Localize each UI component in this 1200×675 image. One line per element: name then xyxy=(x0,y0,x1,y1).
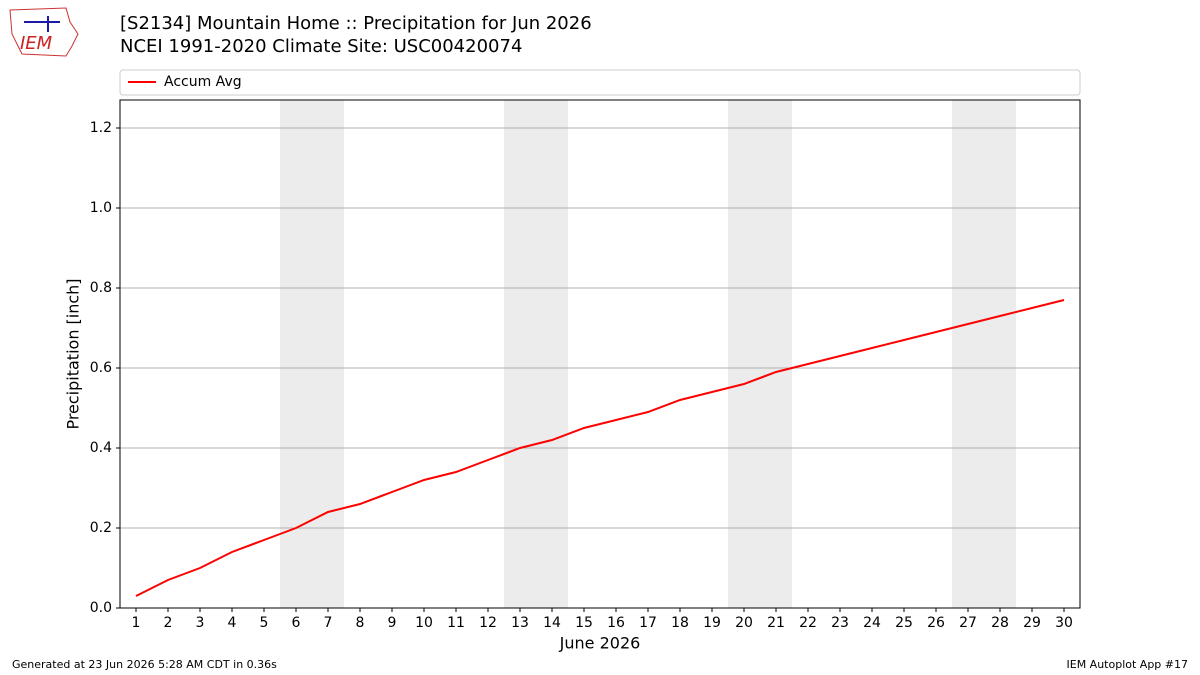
y-tick-label: 0.8 xyxy=(90,280,112,296)
x-tick-label: 4 xyxy=(228,615,237,631)
chart-subtitle: NCEI 1991-2020 Climate Site: USC00420074 xyxy=(120,36,522,57)
y-tick-label: 1.2 xyxy=(90,120,112,136)
x-tick-label: 29 xyxy=(1023,615,1041,631)
y-tick-label: 0.0 xyxy=(90,600,112,616)
x-tick-label: 13 xyxy=(511,615,529,631)
weekend-band xyxy=(504,100,568,608)
logo: IEM xyxy=(9,7,79,57)
x-tick-label: 1 xyxy=(132,615,141,631)
x-tick-label: 10 xyxy=(415,615,433,631)
x-tick-label: 24 xyxy=(863,615,881,631)
x-tick-label: 6 xyxy=(292,615,301,631)
x-tick-label: 3 xyxy=(196,615,205,631)
x-tick-label: 17 xyxy=(639,615,657,631)
x-axis-label: June 2026 xyxy=(559,634,641,653)
x-tick-label: 19 xyxy=(703,615,721,631)
x-tick-label: 21 xyxy=(767,615,785,631)
x-tick-label: 27 xyxy=(959,615,977,631)
legend: Accum Avg xyxy=(119,69,1081,96)
x-tick-label: 16 xyxy=(607,615,625,631)
x-tick-label: 28 xyxy=(991,615,1009,631)
x-tick-label: 18 xyxy=(671,615,689,631)
y-tick-label: 0.4 xyxy=(90,440,112,456)
y-axis-label: Precipitation [inch] xyxy=(64,278,83,429)
weekend-band xyxy=(280,100,344,608)
x-tick-label: 20 xyxy=(735,615,753,631)
x-tick-label: 8 xyxy=(356,615,365,631)
x-tick-label: 2 xyxy=(164,615,173,631)
legend-box xyxy=(119,69,1081,96)
legend-label: Accum Avg xyxy=(164,74,242,90)
x-tick-label: 26 xyxy=(927,615,945,631)
plot-frame xyxy=(119,99,1081,609)
x-tick-label: 14 xyxy=(543,615,561,631)
chart-title: [S2134] Mountain Home :: Precipitation f… xyxy=(120,13,592,34)
x-tick-label: 9 xyxy=(388,615,397,631)
line-series xyxy=(135,299,1065,597)
weekend-band xyxy=(952,100,1016,608)
y-tick-label: 0.2 xyxy=(90,520,112,536)
x-tick-label: 22 xyxy=(799,615,817,631)
x-tick-label: 25 xyxy=(895,615,913,631)
y-tick-label: 0.6 xyxy=(90,360,112,376)
x-tick-label: 12 xyxy=(479,615,497,631)
x-tick-label: 23 xyxy=(831,615,849,631)
x-tick-label: 15 xyxy=(575,615,593,631)
weekend-band xyxy=(728,100,792,608)
logo-outline xyxy=(9,7,79,57)
footer-right: IEM Autoplot App #17 xyxy=(1067,658,1189,671)
x-tick-label: 7 xyxy=(324,615,333,631)
y-tick-label: 1.0 xyxy=(90,200,112,216)
x-tick-label: 11 xyxy=(447,615,465,631)
logo-text: IEM xyxy=(20,33,53,54)
footer-left: Generated at 23 Jun 2026 5:28 AM CDT in … xyxy=(12,658,277,671)
x-tick-label: 30 xyxy=(1055,615,1073,631)
x-tick-label: 5 xyxy=(260,615,269,631)
